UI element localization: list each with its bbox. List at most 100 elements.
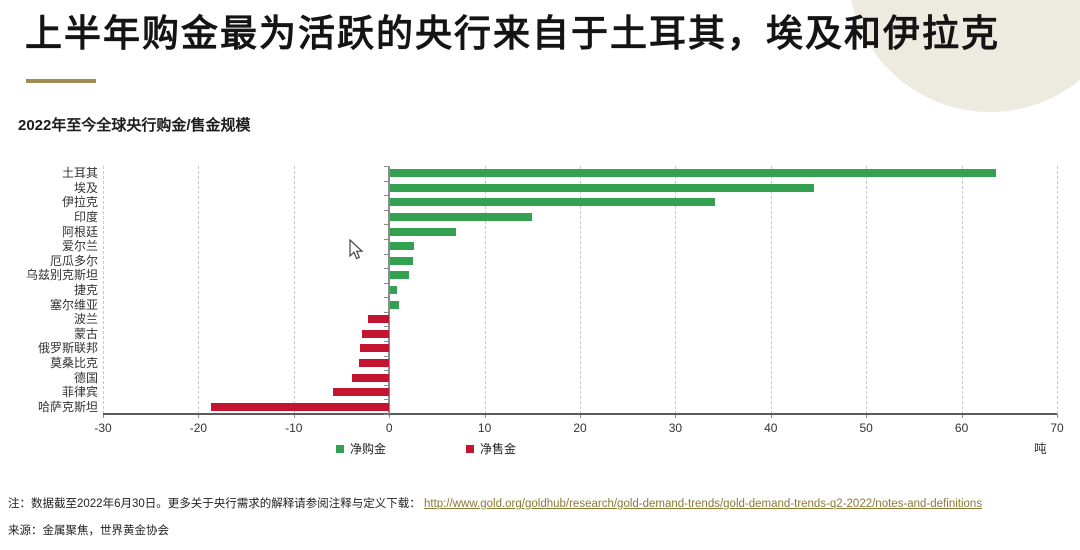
zero-axis-row-tick [384,384,389,386]
y-axis-label: 伊拉克 [61,195,98,210]
zero-axis-row-tick [384,341,389,343]
bar [390,300,399,309]
zero-axis-row-tick [384,326,389,328]
chart-title: 2022年至今全球央行购金/售金规模 [18,117,251,134]
legend-item-net-sales: 净售金 [466,440,516,457]
zero-axis-row-tick [384,297,389,299]
gridline [1057,166,1058,414]
y-axis-label: 印度 [73,210,98,225]
bar [390,227,456,236]
y-axis-label: 蒙古 [73,326,98,341]
x-tick-mark [1057,414,1058,418]
y-axis-label: 德国 [73,370,98,385]
y-axis-label: 俄罗斯联邦 [37,341,98,356]
slide-title: 上半年购金最为活跃的央行来自于土耳其，埃及和伊拉克 [25,13,1000,54]
gridline [675,166,677,414]
gridline [770,166,772,414]
bar [368,315,390,324]
legend-label: 净售金 [480,442,517,456]
zero-axis-row-tick [384,209,389,211]
bar [390,271,410,280]
bar [390,213,533,222]
y-axis-label: 土耳其 [61,166,98,181]
x-tick-label: 30 [668,421,683,435]
x-tick-label: -20 [189,421,208,435]
zero-axis-row-tick [384,238,389,240]
bar [351,373,390,382]
y-axis-label: 塞尔维亚 [49,297,98,312]
zero-axis-row-tick [384,180,389,182]
y-axis-label: 厄瓜多尔 [49,253,98,268]
gridline [198,166,200,414]
net-sales-swatch [466,444,474,453]
gridline [866,166,868,414]
x-tick-label: 50 [859,421,873,435]
footnote-text: 注：数据截至2022年6月30日。更多关于央行需求的解释请参阅注释与定义下载： [8,498,421,510]
x-tick-label: 10 [477,421,492,435]
title-underline [26,79,96,83]
bar [390,256,414,265]
net-purchases-swatch [336,444,344,453]
bar [210,402,390,411]
x-tick-mark [580,414,581,418]
bar [390,286,397,294]
x-axis-line [103,413,1057,415]
x-tick-label: 70 [1050,421,1064,435]
bar [361,329,390,338]
notes-definitions-link[interactable]: http://www.gold.org/goldhub/research/gol… [423,498,983,510]
legend-item-net-purchases: 净购金 [336,440,386,457]
y-axis-label: 菲律宾 [61,385,98,400]
bar [390,198,715,207]
chart-legend: 净购金 净售金 [0,440,1080,458]
y-axis-label: 埃及 [73,180,98,195]
gridline [580,166,581,414]
zero-axis-row-tick [384,166,389,167]
zero-baseline [388,166,391,414]
x-tick-mark [484,414,486,418]
x-tick-label: 0 [385,421,393,435]
bar [358,358,390,367]
zero-axis-row-tick [384,311,389,313]
x-tick-mark [961,414,963,418]
x-tick-label: 20 [573,421,587,435]
zero-axis-row-tick [384,224,389,226]
x-tick-mark [866,414,868,418]
bar [390,183,814,192]
y-axis-label: 哈萨克斯坦 [37,399,98,414]
zero-axis-row-tick [384,355,389,357]
gridline [961,166,963,414]
x-tick-mark [103,414,104,418]
bar [359,344,390,353]
mouse-cursor [349,239,364,260]
footnote: 注：数据截至2022年6月30日。更多关于央行需求的解释请参阅注释与定义下载： … [8,495,1074,511]
zero-axis-row-tick [384,195,389,197]
x-tick-label: -30 [94,421,112,435]
x-tick-label: 60 [954,421,969,435]
gridline [484,166,486,414]
y-axis-label: 爱尔兰 [61,239,98,254]
y-axis-label: 阿根廷 [61,224,98,239]
x-tick-label: -10 [285,421,303,435]
gridline [293,166,295,414]
bar [390,242,415,251]
axis-unit-label: 吨 [1034,442,1047,456]
gridline [103,166,104,414]
zero-axis-row-tick [384,268,389,270]
x-tick-mark [389,414,391,418]
y-axis-label: 乌兹别克斯坦 [25,268,98,283]
bar [332,388,390,397]
zero-axis-row-tick [384,414,389,415]
y-axis-label: 波兰 [73,312,98,327]
bar [390,169,996,178]
x-tick-mark [198,414,200,418]
zero-axis-row-tick [384,399,389,401]
zero-axis-row-tick [384,282,389,284]
x-tick-mark [770,414,772,418]
x-tick-mark [293,414,295,418]
y-axis-label: 莫桑比克 [49,355,98,370]
zero-axis-row-tick [384,253,389,255]
legend-label: 净购金 [350,442,387,456]
source-line: 来源：金属聚焦，世界黄金协会 [8,525,169,537]
